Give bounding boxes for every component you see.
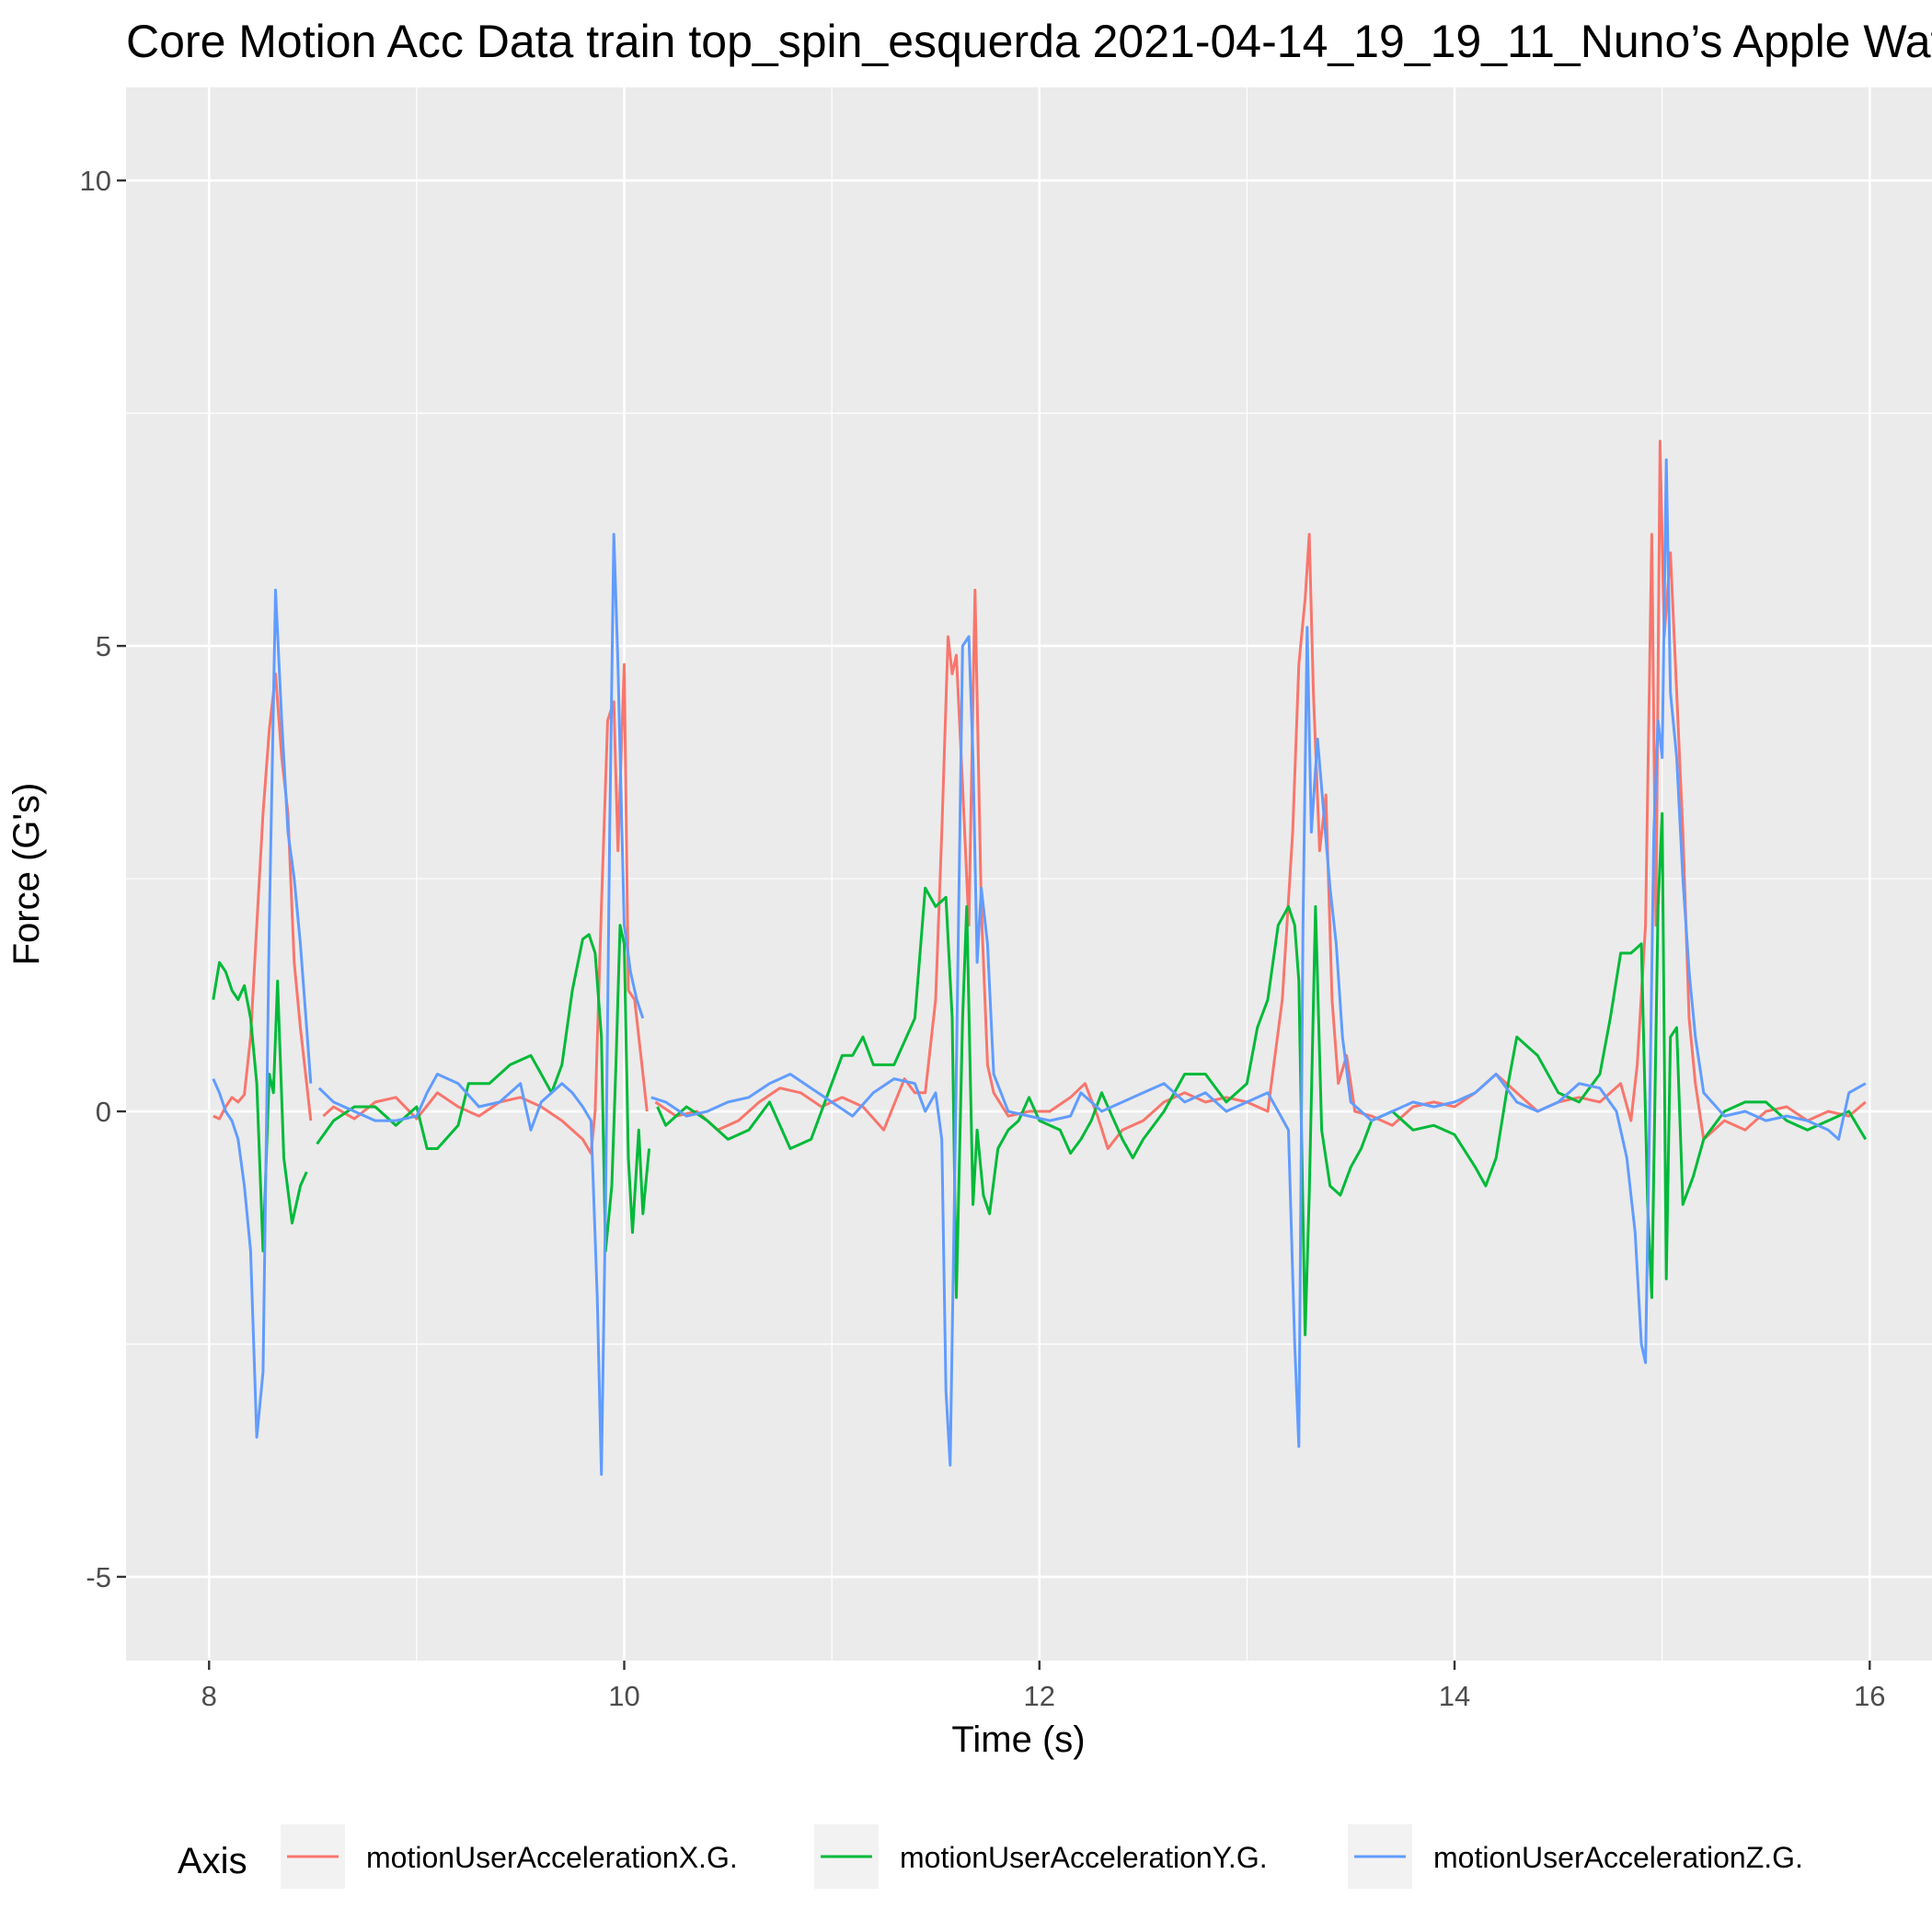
x-tick-label: 14 (1439, 1680, 1470, 1712)
y-tick-label: 10 (80, 165, 111, 197)
grid-minor (126, 87, 1932, 1661)
y-tick-label: 0 (96, 1096, 111, 1128)
series-layer (212, 440, 1868, 1477)
legend-label: motionUserAccelerationZ.G. (1433, 1841, 1803, 1874)
legend: Axis motionUserAccelerationX.G. motionUse… (178, 1824, 1803, 1889)
x-axis-title: Time (s) (951, 1719, 1085, 1760)
chart-title: Core Motion Acc Data train top_spin_esqu… (126, 16, 1932, 67)
series-line-motionuseraccelerationz-g (212, 458, 1867, 1477)
y-tick-label: -5 (86, 1561, 111, 1593)
x-axis: 8 10 12 14 16 (201, 1661, 1886, 1712)
series-line-motionuseraccelerationy-g (212, 811, 1868, 1337)
x-tick-label: 8 (201, 1680, 217, 1712)
x-tick-label: 10 (608, 1680, 639, 1712)
plot-panel (126, 87, 1932, 1661)
x-tick-label: 12 (1024, 1680, 1055, 1712)
x-tick-label: 16 (1854, 1680, 1885, 1712)
y-tick-label: 5 (96, 630, 111, 662)
y-axis: -5 0 5 10 (80, 165, 126, 1593)
legend-label: motionUserAccelerationY.G. (900, 1841, 1268, 1874)
series-line-motionuseraccelerationx-g (213, 440, 1867, 1156)
y-axis-title: Force (G's) (6, 783, 47, 966)
legend-label: motionUserAccelerationX.G. (366, 1841, 738, 1874)
legend-title: Axis (178, 1841, 247, 1881)
